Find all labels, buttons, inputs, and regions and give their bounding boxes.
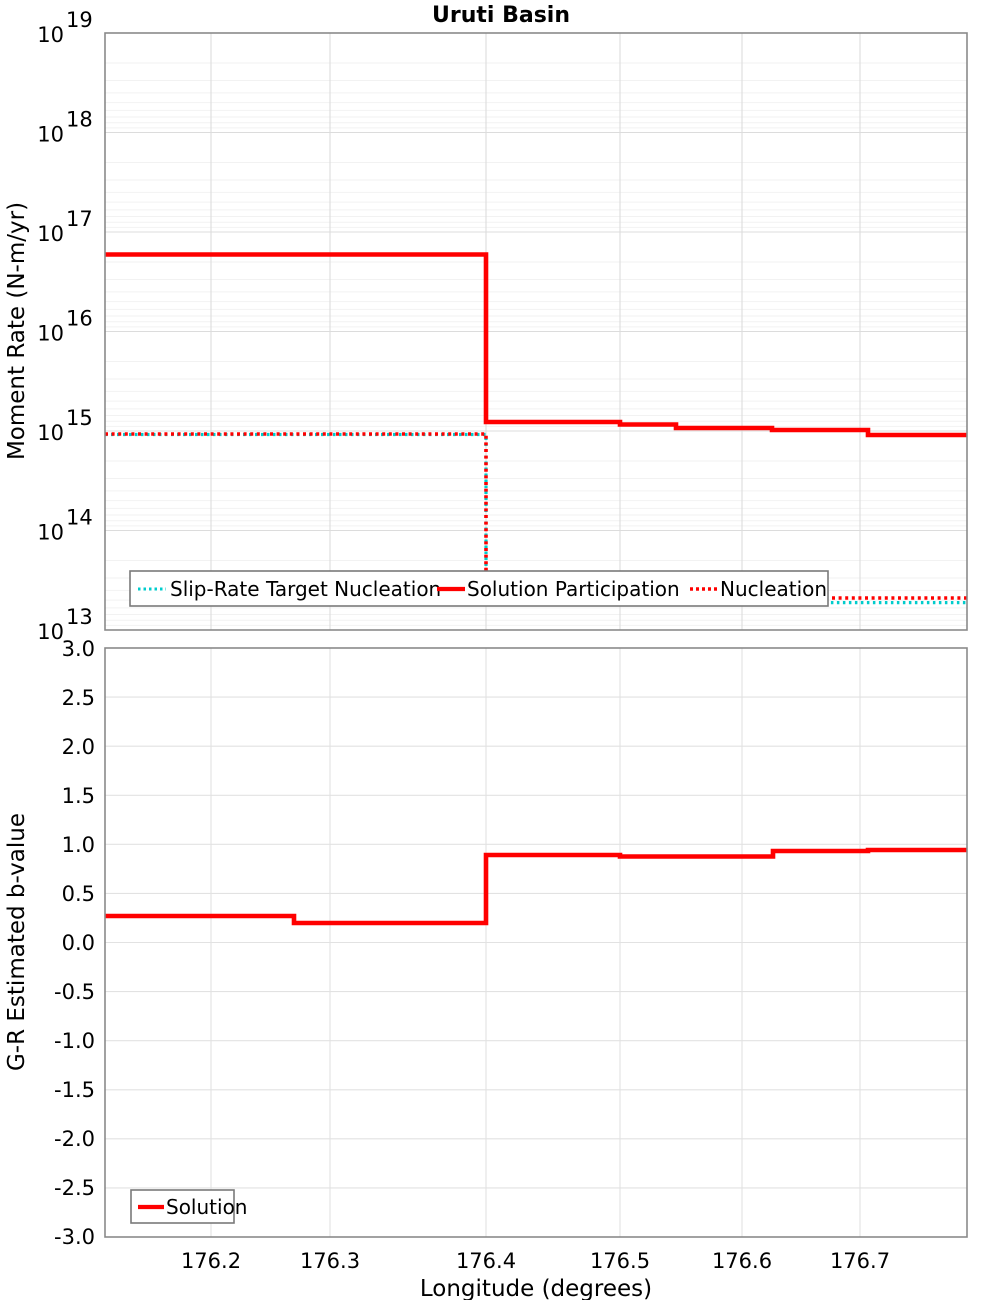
bottom-ytick-4: -1.0 <box>54 1029 95 1053</box>
top-ytick-1e15: 10 15 <box>37 406 92 445</box>
bottom-axis-frame <box>104 647 968 1238</box>
ytick-exponent: 17 <box>66 207 93 231</box>
top-yaxis-label: Moment Rate (N-m/yr) <box>4 202 30 460</box>
xtick-176-5: 176.5 <box>590 1249 650 1273</box>
bottom-ytick-0: -3.0 <box>54 1225 95 1249</box>
bottom-yaxis-label: G-R Estimated b-value <box>4 813 30 1071</box>
ytick-mantissa: 10 <box>37 123 64 147</box>
top-legend-label-3: Nucleation <box>720 577 827 601</box>
top-minor-gridlines <box>105 62 967 626</box>
xtick-176-6: 176.6 <box>712 1249 772 1273</box>
top-axis-frame <box>104 32 968 631</box>
top-ytick-1e18: 10 18 <box>37 108 92 147</box>
bottom-vertical-gridlines <box>210 648 861 1237</box>
top-legend-item-solution-participation[interactable]: Solution Participation <box>437 577 680 601</box>
ytick-mantissa: 10 <box>37 620 64 644</box>
bottom-legend-label-1: Solution <box>166 1195 247 1219</box>
ytick-mantissa: 10 <box>37 521 64 545</box>
top-ytick-labels: 10 19 10 18 10 17 10 16 10 15 10 14 <box>37 8 92 644</box>
ytick-exponent: 16 <box>66 307 93 331</box>
bottom-ytick-9: 1.5 <box>62 784 95 808</box>
top-legend[interactable]: Slip-Rate Target Nucleation Solution Par… <box>129 570 829 607</box>
top-legend-label-2: Solution Participation <box>467 577 680 601</box>
bottom-ytick-11: 2.5 <box>62 686 95 710</box>
ytick-exponent: 18 <box>66 108 93 132</box>
top-legend-item-slip-rate-target-nucleation[interactable]: Slip-Rate Target Nucleation <box>138 577 441 601</box>
xtick-176-3: 176.3 <box>300 1249 360 1273</box>
top-ytick-1e17: 10 17 <box>37 207 92 246</box>
ytick-mantissa: 10 <box>37 23 64 47</box>
series-solution-bvalue <box>105 847 967 926</box>
top-ytick-1e19: 10 19 <box>37 8 92 47</box>
top-major-gridlines <box>105 131 967 532</box>
bottom-ytick-8: 1.0 <box>62 833 95 857</box>
bottom-ytick-5: -0.5 <box>54 980 95 1004</box>
xtick-176-7: 176.7 <box>830 1249 890 1273</box>
figure-title: Uruti Basin <box>432 3 570 28</box>
bottom-ytick-2: -2.0 <box>54 1127 95 1151</box>
bottom-horizontal-gridlines <box>105 696 967 1189</box>
bottom-legend-item-solution[interactable]: Solution <box>138 1195 247 1219</box>
bottom-ytick-3b: -1.5 <box>54 1078 95 1102</box>
series-solution-participation <box>105 252 967 438</box>
ytick-exponent: 15 <box>66 406 93 430</box>
top-vertical-gridlines <box>210 33 861 630</box>
top-ytick-1e14: 10 14 <box>37 506 92 545</box>
xtick-176-4: 176.4 <box>456 1249 516 1273</box>
bottom-ytick-7: 0.5 <box>62 882 95 906</box>
top-ytick-1e13: 10 13 <box>37 605 92 644</box>
bottom-ytick-3: 3.0 <box>62 637 95 661</box>
xaxis-label: Longitude (degrees) <box>420 1276 652 1300</box>
bottom-ytick-6: 0.0 <box>62 931 95 955</box>
bottom-ytick-10: 2.0 <box>62 735 95 759</box>
ytick-exponent: 19 <box>66 8 93 32</box>
top-ytick-1e16: 10 16 <box>37 307 92 346</box>
top-legend-label-1: Slip-Rate Target Nucleation <box>170 577 441 601</box>
bottom-legend[interactable]: Solution <box>130 1189 247 1224</box>
bottom-ytick-1: -2.5 <box>54 1176 95 1200</box>
bottom-panel: 3.0 2.5 2.0 1.5 1.0 0.5 0.0 -0.5 -1.0 -1… <box>4 637 968 1300</box>
xtick-labels: 176.2 176.3 176.4 176.5 176.6 176.7 <box>181 1249 890 1273</box>
ytick-mantissa: 10 <box>37 421 64 445</box>
top-legend-box <box>129 570 829 607</box>
bottom-ytick-labels: 3.0 2.5 2.0 1.5 1.0 0.5 0.0 -0.5 -1.0 -1… <box>54 637 95 1249</box>
top-panel: 10 19 10 18 10 17 10 16 10 15 10 14 <box>4 8 968 644</box>
ytick-mantissa: 10 <box>37 222 64 246</box>
top-legend-item-nucleation[interactable]: Nucleation <box>690 577 827 601</box>
ytick-mantissa: 10 <box>37 322 64 346</box>
ytick-exponent: 13 <box>66 605 93 629</box>
ytick-exponent: 14 <box>66 506 93 530</box>
xtick-176-2: 176.2 <box>181 1249 241 1273</box>
